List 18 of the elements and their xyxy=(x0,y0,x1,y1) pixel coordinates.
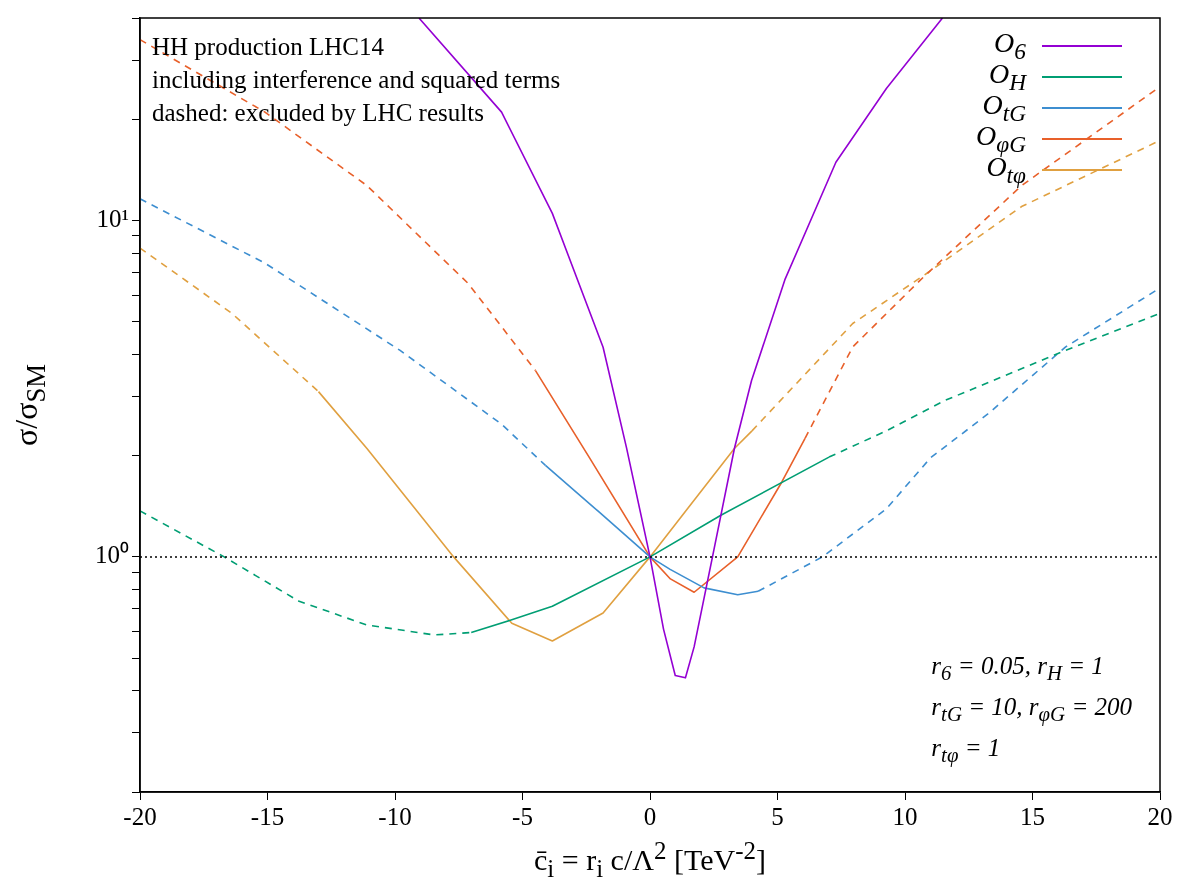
x-tick-label: 0 xyxy=(643,802,657,830)
annotation: r$_{6}$ = 0.05, r$_{H}$ = 1 xyxy=(931,651,1105,687)
x-tick-label: -15 xyxy=(250,802,285,830)
x-tick-label: -10 xyxy=(378,802,412,830)
text: c̄$_{i}$ = r$_{i}$ c/Λ$^{2}$ [TeV$^{-2}$] xyxy=(533,837,767,882)
annotation: HH production LHC14 xyxy=(152,32,385,62)
y-tick-label: 10¹ xyxy=(96,205,129,233)
x-tick-label: -5 xyxy=(512,802,533,830)
x-tick-label: -20 xyxy=(123,802,157,830)
annotation: r$_{tG}$ = 10, r$_{φG}$ = 200 xyxy=(931,692,1132,728)
legend-label: O$_{6}$ xyxy=(994,26,1026,65)
y-tick-label: 10⁰ xyxy=(95,541,129,569)
x-tick-label: 15 xyxy=(1020,802,1045,830)
annotation: r$_{tφ}$ = 1 xyxy=(931,733,1002,769)
x-tick-label: 20 xyxy=(1147,802,1173,830)
x-tick-label: 5 xyxy=(771,802,784,830)
x-tick-label: 10 xyxy=(892,802,918,830)
annotation: dashed: excluded by LHC results xyxy=(152,98,485,128)
